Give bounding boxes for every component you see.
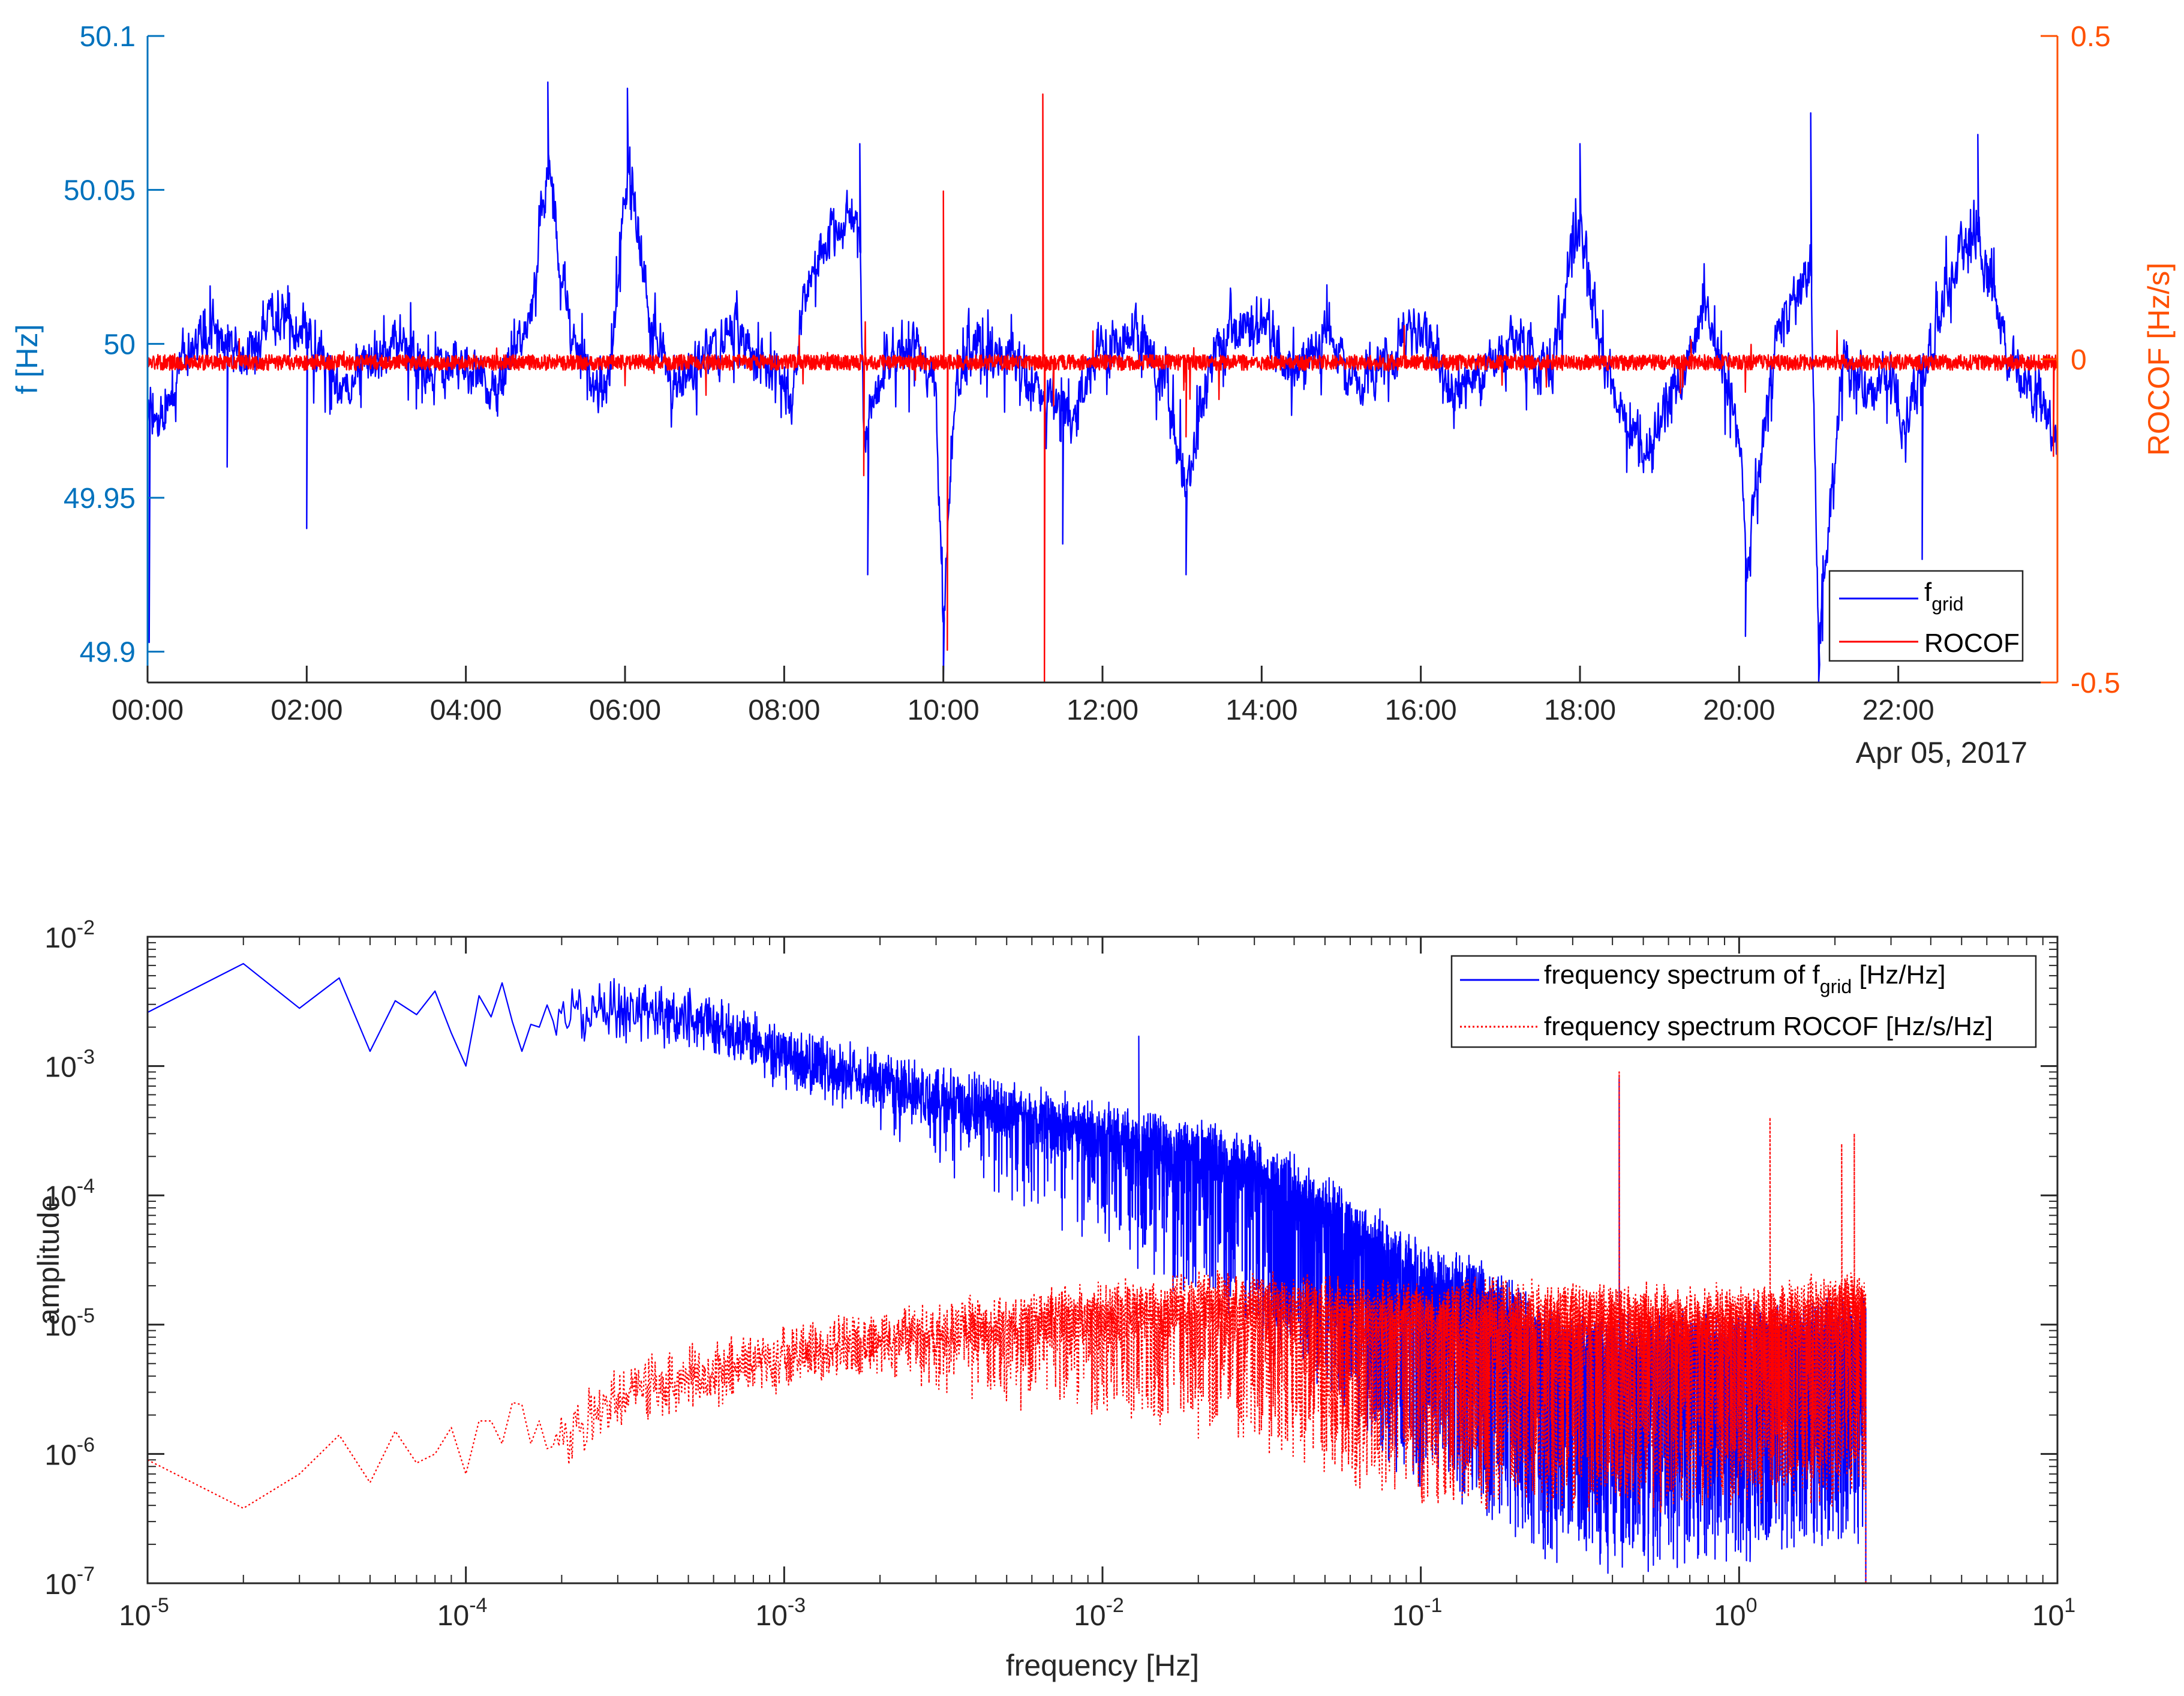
time-x-tick-label: 08:00 bbox=[748, 694, 820, 726]
tick-exponent: -3 bbox=[788, 1594, 806, 1617]
frequency-y-tick-label: 49.95 bbox=[64, 483, 136, 515]
tick-base: 10 bbox=[2032, 1600, 2064, 1632]
frequency-y-tick-label: 50.1 bbox=[80, 21, 136, 53]
tick-base: 10 bbox=[1392, 1600, 1424, 1632]
time-x-tick-label: 04:00 bbox=[430, 694, 502, 726]
spectrum-x-tick-label: 10-2 bbox=[1074, 1594, 1124, 1632]
spectrum-x-tick-label: 101 bbox=[2032, 1594, 2075, 1632]
spectrum-y-tick-label: 10-7 bbox=[44, 1563, 95, 1601]
time-x-tick-label: 20:00 bbox=[1703, 694, 1775, 726]
rocof-y-tick-label: 0.5 bbox=[2071, 21, 2111, 53]
tick-base: 10 bbox=[44, 1569, 76, 1601]
spectrum-y-tick-label: 10-5 bbox=[44, 1304, 95, 1342]
rocof-series-line bbox=[148, 93, 2057, 682]
rocof-axis-label: ROCOF [Hz/s] bbox=[2142, 263, 2176, 456]
time-x-tick-label: 06:00 bbox=[589, 694, 661, 726]
date-label: Apr 05, 2017 bbox=[1856, 736, 2027, 769]
time-x-tick-label: 02:00 bbox=[271, 694, 343, 726]
spectrum-x-axis-label: frequency [Hz] bbox=[1006, 1649, 1199, 1682]
time-x-tick-label: 18:00 bbox=[1544, 694, 1616, 726]
tick-base: 10 bbox=[119, 1600, 151, 1632]
legend-entry-rocof-spectrum: frequency spectrum ROCOF [Hz/s/Hz] bbox=[1544, 1012, 1993, 1041]
tick-base: 10 bbox=[44, 1181, 76, 1213]
tick-base: 10 bbox=[756, 1600, 788, 1632]
spectrum-y-tick-label: 10-4 bbox=[44, 1175, 95, 1213]
tick-base: 10 bbox=[44, 922, 76, 954]
time-series-legend: fgrid ROCOF bbox=[1828, 570, 2024, 662]
tick-base: 10 bbox=[437, 1600, 469, 1632]
tick-base: 10 bbox=[44, 1310, 76, 1342]
tick-exponent: -5 bbox=[151, 1594, 169, 1617]
legend-fgrid-spectrum-suffix: [Hz/Hz] bbox=[1852, 960, 1945, 990]
tick-exponent: -4 bbox=[469, 1594, 487, 1617]
legend-entry-rocof: ROCOF bbox=[1924, 629, 2020, 658]
tick-exponent: -7 bbox=[77, 1563, 95, 1586]
frequency-y-tick-label: 50 bbox=[104, 329, 136, 360]
frequency-y-tick-label: 49.9 bbox=[80, 637, 136, 669]
time-x-tick-label: 22:00 bbox=[1862, 694, 1934, 726]
spectrum-legend: frequency spectrum of fgrid [Hz/Hz] freq… bbox=[1450, 955, 2037, 1048]
frequency-y-ticks: 49.9 49.95 50 50.05 50.1 bbox=[64, 21, 164, 669]
rocof-y-ticks: -0.5 0 0.5 bbox=[2041, 21, 2120, 699]
legend-fgrid-spectrum-subscript: grid bbox=[1820, 976, 1852, 997]
fgrid-series-line bbox=[148, 81, 2057, 682]
tick-exponent: -3 bbox=[77, 1046, 95, 1069]
spectrum-chart: 10-5 10-4 10-3 10-2 10-1 100 101 10-710-610-51… bbox=[32, 916, 2075, 1682]
spectrum-y-ticks: 10-710-610-510-410-310-2 bbox=[44, 916, 2057, 1601]
tick-exponent: 1 bbox=[2064, 1594, 2075, 1617]
tick-exponent: -6 bbox=[77, 1433, 95, 1456]
tick-exponent: -2 bbox=[1106, 1594, 1124, 1617]
spectrum-x-tick-label: 100 bbox=[1714, 1594, 1757, 1632]
spectrum-x-ticks: 10-5 10-4 10-3 10-2 10-1 100 101 bbox=[119, 937, 2075, 1632]
legend-fgrid-label: f bbox=[1924, 578, 1932, 607]
time-x-tick-label: 14:00 bbox=[1225, 694, 1297, 726]
spectrum-plot-area bbox=[148, 963, 1867, 1583]
time-x-tick-label: 00:00 bbox=[112, 694, 184, 726]
time-x-tick-label: 10:00 bbox=[908, 694, 980, 726]
tick-base: 10 bbox=[44, 1439, 76, 1471]
spectrum-minor-ticks bbox=[148, 937, 2057, 1583]
legend-fgrid-spectrum-label: frequency spectrum of f bbox=[1544, 960, 1820, 990]
legend-entry-fgrid: fgrid bbox=[1924, 578, 1964, 615]
spectrum-y-tick-label: 10-2 bbox=[44, 916, 95, 954]
tick-exponent: -5 bbox=[77, 1304, 95, 1327]
tick-exponent: -2 bbox=[77, 916, 95, 939]
tick-exponent: 0 bbox=[1746, 1594, 1758, 1617]
spectrum-y-tick-label: 10-3 bbox=[44, 1046, 95, 1084]
legend-fgrid-subscript: grid bbox=[1931, 593, 1963, 615]
frequency-axis-label: f [Hz] bbox=[10, 324, 44, 395]
time-series-chart: 49.9 49.95 50 50.05 50.1 -0.5 0 0.5 00:00 02:00… bbox=[10, 21, 2176, 769]
spectrum-x-tick-label: 10-5 bbox=[119, 1594, 169, 1632]
legend-entry-fgrid-spectrum: frequency spectrum of fgrid [Hz/Hz] bbox=[1544, 960, 1946, 997]
tick-base: 10 bbox=[1714, 1600, 1746, 1632]
time-series-plot-area bbox=[148, 81, 2057, 682]
tick-base: 10 bbox=[1074, 1600, 1105, 1632]
spectrum-y-axis-label: amplitude bbox=[32, 1195, 65, 1325]
spectrum-x-tick-label: 10-4 bbox=[437, 1594, 488, 1632]
frequency-y-tick-label: 50.05 bbox=[64, 175, 136, 207]
time-x-tick-label: 16:00 bbox=[1385, 694, 1457, 726]
legend-box bbox=[1450, 955, 2037, 1048]
rocof-y-tick-label: 0 bbox=[2071, 344, 2087, 376]
tick-base: 10 bbox=[44, 1052, 76, 1084]
spectrum-x-tick-label: 10-1 bbox=[1392, 1594, 1443, 1632]
rocof-spectrum-line bbox=[148, 1071, 1867, 1583]
tick-exponent: -1 bbox=[1424, 1594, 1442, 1617]
time-x-ticks: 00:00 02:00 04:00 06:00 08:00 10:00 12:00 14:00… bbox=[112, 666, 1934, 726]
time-x-tick-label: 12:00 bbox=[1067, 694, 1138, 726]
tick-exponent: -4 bbox=[77, 1175, 95, 1198]
legend-box bbox=[1828, 570, 2024, 662]
spectrum-y-tick-label: 10-6 bbox=[44, 1433, 95, 1471]
rocof-y-tick-label: -0.5 bbox=[2071, 667, 2120, 699]
spectrum-x-tick-label: 10-3 bbox=[756, 1594, 806, 1632]
